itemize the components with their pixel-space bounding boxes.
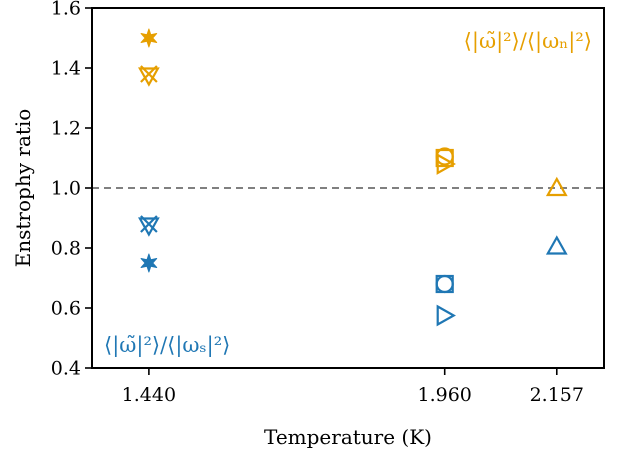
y-tick-label: 1.0	[51, 178, 81, 200]
marker-x	[140, 215, 158, 233]
x-axis-title: Temperature (K)	[264, 425, 432, 449]
annotation-normal-ratio: ⟨|ω̃|²⟩/⟨|ωₙ|²⟩	[464, 29, 592, 54]
marker-star	[140, 253, 158, 273]
data-markers	[138, 28, 568, 327]
y-axis-title: Enstrophy ratio	[11, 109, 35, 268]
y-tick-label: 0.6	[51, 298, 81, 320]
axis-ticks: 0.4 0.6 0.8 1.0 1.2 1.4 1.6 1.440 1.960 2.157	[51, 0, 584, 406]
marker-star	[140, 28, 158, 48]
y-tick-label: 0.4	[51, 358, 81, 380]
x-tick-label: 1.440	[122, 384, 176, 406]
x-tick-label: 2.157	[530, 384, 584, 406]
x-tick-label: 1.960	[418, 384, 472, 406]
y-tick-label: 1.4	[51, 58, 81, 80]
marker-triangle-right	[436, 304, 456, 327]
marker-triangle-up	[545, 176, 568, 197]
y-tick-label: 1.6	[51, 0, 81, 20]
marker-triangle-down	[138, 67, 160, 87]
y-tick-label: 0.8	[51, 238, 81, 260]
y-tick-label: 1.2	[51, 118, 81, 140]
annotation-superfluid-ratio: ⟨|ω̃|²⟩/⟨|ωₛ|²⟩	[104, 333, 230, 358]
marker-triangle-right	[436, 153, 456, 175]
marker-x	[140, 65, 158, 83]
marker-circle	[435, 274, 454, 294]
marker-triangle-down	[138, 217, 160, 237]
marker-triangle-up	[545, 235, 568, 255]
